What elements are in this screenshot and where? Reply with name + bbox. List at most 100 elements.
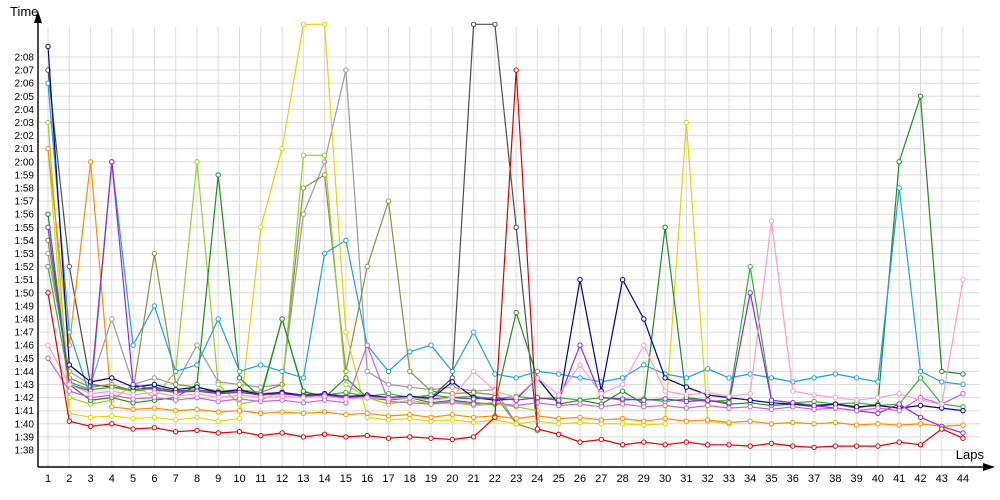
- data-point-marker: [896, 159, 902, 165]
- chart-axes: [34, 11, 995, 471]
- data-point-marker: [853, 443, 860, 449]
- data-point-marker: [619, 396, 626, 402]
- svg-text:1:38: 1:38: [15, 446, 35, 457]
- y-axis-title: Time: [10, 4, 38, 19]
- data-point-marker: [662, 375, 668, 381]
- data-point-marker: [173, 368, 179, 375]
- svg-text:37: 37: [808, 473, 820, 485]
- data-point-marker: [364, 342, 370, 348]
- data-point-marker: [300, 400, 307, 406]
- data-point-marker: [513, 375, 519, 381]
- data-point-marker: [45, 146, 51, 152]
- data-point-marker: [385, 381, 392, 388]
- svg-text:1:48: 1:48: [15, 315, 35, 326]
- data-point-marker: [385, 413, 392, 419]
- svg-text:35: 35: [765, 473, 777, 485]
- data-point-marker: [236, 368, 243, 375]
- data-point-marker: [619, 401, 626, 407]
- data-point-marker: [726, 405, 732, 411]
- data-point-marker: [896, 439, 902, 445]
- data-point-marker: [173, 429, 179, 435]
- data-point-marker: [556, 421, 562, 427]
- data-point-marker: [470, 401, 477, 407]
- data-point-marker: [343, 237, 349, 244]
- data-point-marker: [236, 408, 243, 414]
- data-point-marker: [279, 430, 285, 436]
- data-point-marker: [151, 425, 158, 431]
- data-point-marker: [939, 379, 945, 385]
- data-point-marker: [662, 224, 668, 231]
- data-point-marker: [875, 394, 881, 401]
- data-point-marker: [194, 414, 200, 420]
- data-point-marker: [598, 436, 604, 443]
- svg-text:2:02: 2:02: [15, 131, 35, 142]
- data-point-marker: [364, 394, 370, 401]
- data-point-marker: [449, 394, 455, 401]
- data-point-marker: [832, 371, 839, 377]
- data-point-marker: [173, 381, 179, 388]
- data-point-marker: [896, 408, 902, 414]
- svg-text:24: 24: [531, 473, 543, 485]
- data-point-marker: [151, 381, 158, 388]
- data-point-marker: [321, 22, 328, 27]
- data-point-marker: [45, 263, 51, 270]
- data-point-marker: [45, 211, 51, 217]
- svg-text:32: 32: [702, 473, 714, 485]
- data-point-marker: [151, 414, 158, 420]
- data-point-marker: [960, 408, 966, 414]
- data-point-marker: [875, 421, 881, 427]
- data-point-marker: [151, 394, 158, 401]
- svg-text:2:03: 2:03: [15, 118, 35, 129]
- data-point-marker: [662, 388, 668, 394]
- data-point-marker: [151, 375, 158, 381]
- svg-text:7: 7: [173, 473, 179, 485]
- data-point-marker: [151, 405, 158, 411]
- svg-text:1:59: 1:59: [15, 170, 35, 181]
- data-point-marker: [790, 419, 796, 426]
- series-green: [45, 263, 966, 410]
- data-point-marker: [683, 375, 690, 381]
- data-point-marker: [343, 396, 349, 402]
- svg-text:34: 34: [744, 473, 756, 485]
- data-point-marker: [407, 411, 413, 418]
- data-point-marker: [215, 316, 221, 322]
- data-point-marker: [917, 93, 924, 100]
- data-point-marker: [960, 371, 966, 377]
- data-point-marker: [853, 375, 860, 381]
- data-point-marker: [641, 316, 647, 322]
- data-point-marker: [449, 384, 455, 390]
- data-point-marker: [87, 391, 94, 397]
- svg-text:6: 6: [151, 473, 157, 485]
- data-point-marker: [917, 397, 924, 403]
- data-point-marker: [407, 434, 413, 440]
- data-point-marker: [577, 414, 583, 420]
- data-point-marker: [470, 368, 477, 375]
- data-point-marker: [683, 398, 690, 405]
- chart-grid: [39, 27, 980, 467]
- svg-text:1:46: 1:46: [15, 341, 35, 352]
- data-point-marker: [449, 368, 455, 375]
- svg-text:23: 23: [510, 473, 522, 485]
- data-point-marker: [300, 394, 307, 401]
- data-point-marker: [832, 405, 839, 411]
- data-point-marker: [960, 391, 966, 397]
- data-point-marker: [109, 316, 115, 322]
- data-point-marker: [683, 405, 690, 411]
- data-point-marker: [513, 415, 519, 422]
- data-point-marker: [917, 421, 924, 427]
- svg-text:44: 44: [957, 473, 969, 485]
- data-point-marker: [513, 394, 519, 401]
- data-point-marker: [768, 440, 775, 447]
- svg-text:2:08: 2:08: [15, 53, 35, 64]
- data-point-marker: [109, 413, 115, 419]
- chart-series: [45, 22, 966, 451]
- data-point-marker: [960, 430, 966, 436]
- svg-text:1:41: 1:41: [15, 406, 35, 417]
- svg-text:26: 26: [574, 473, 586, 485]
- data-point-marker: [258, 410, 264, 416]
- svg-text:11: 11: [255, 473, 266, 485]
- data-point-marker: [641, 362, 647, 368]
- data-point-marker: [173, 393, 179, 399]
- data-point-marker: [811, 406, 817, 413]
